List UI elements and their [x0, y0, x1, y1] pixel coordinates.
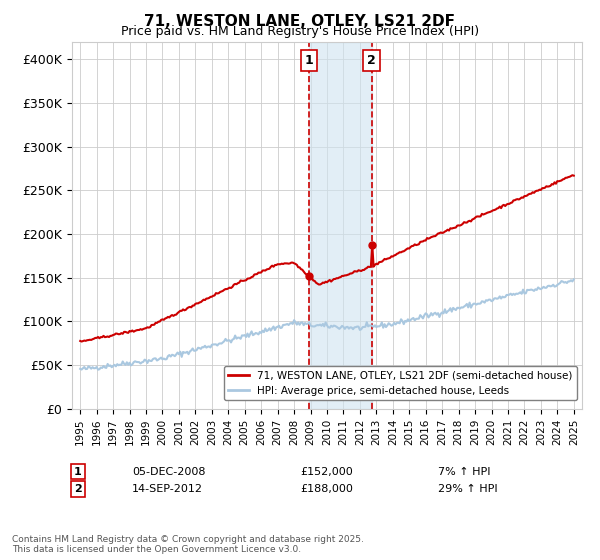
- Text: 2: 2: [74, 484, 82, 494]
- Text: 05-DEC-2008: 05-DEC-2008: [132, 466, 205, 477]
- Text: 29% ↑ HPI: 29% ↑ HPI: [438, 484, 497, 494]
- Text: 14-SEP-2012: 14-SEP-2012: [132, 484, 203, 494]
- Legend: 71, WESTON LANE, OTLEY, LS21 2DF (semi-detached house), HPI: Average price, semi: 71, WESTON LANE, OTLEY, LS21 2DF (semi-d…: [224, 366, 577, 400]
- Text: 71, WESTON LANE, OTLEY, LS21 2DF: 71, WESTON LANE, OTLEY, LS21 2DF: [145, 14, 455, 29]
- Text: Contains HM Land Registry data © Crown copyright and database right 2025.
This d: Contains HM Land Registry data © Crown c…: [12, 535, 364, 554]
- Text: Price paid vs. HM Land Registry's House Price Index (HPI): Price paid vs. HM Land Registry's House …: [121, 25, 479, 38]
- Text: 2: 2: [367, 54, 376, 67]
- Text: 1: 1: [305, 54, 314, 67]
- Text: £188,000: £188,000: [300, 484, 353, 494]
- Text: £152,000: £152,000: [300, 466, 353, 477]
- Text: 1: 1: [74, 466, 82, 477]
- Bar: [309, 42, 371, 409]
- Text: 7% ↑ HPI: 7% ↑ HPI: [438, 466, 491, 477]
